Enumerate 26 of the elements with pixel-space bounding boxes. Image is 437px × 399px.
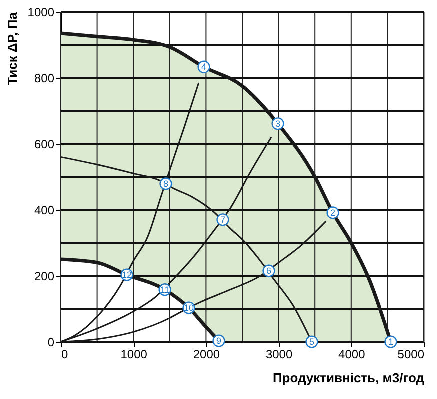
y-tick-label: 0 xyxy=(48,336,55,350)
annotation: 4 xyxy=(202,62,207,72)
x-tick-label: 3000 xyxy=(266,348,293,362)
x-tick-label: 1000 xyxy=(120,348,148,362)
annotation: 8 xyxy=(163,178,168,189)
annotation: 10 xyxy=(184,303,194,314)
x-tick-label: 5000 xyxy=(398,348,425,362)
annotation: 9 xyxy=(216,336,222,346)
y-tick-label: 200 xyxy=(34,270,55,284)
x-axis-title: Продуктивність, м3/год xyxy=(272,370,426,386)
x-tick-label: 2000 xyxy=(193,348,220,362)
annotation: 2 xyxy=(330,208,336,218)
x-tick-label: 0 xyxy=(62,348,68,362)
annotation: 1 xyxy=(388,337,394,347)
y-tick-label: 1000 xyxy=(28,6,55,20)
annotation: 3 xyxy=(275,118,281,129)
y-axis-title: Тиск ΔР, Па xyxy=(4,12,20,86)
annotation: 5 xyxy=(309,337,314,347)
annotation: 7 xyxy=(220,214,226,225)
annotation: 11 xyxy=(160,284,170,295)
annotation: 6 xyxy=(266,266,272,276)
y-tick-label: 800 xyxy=(34,72,55,86)
annotation: 12 xyxy=(122,270,132,280)
y-tick-label: 400 xyxy=(34,204,55,218)
y-tick-label: 600 xyxy=(34,138,55,152)
x-tick-label: 4000 xyxy=(338,348,366,362)
